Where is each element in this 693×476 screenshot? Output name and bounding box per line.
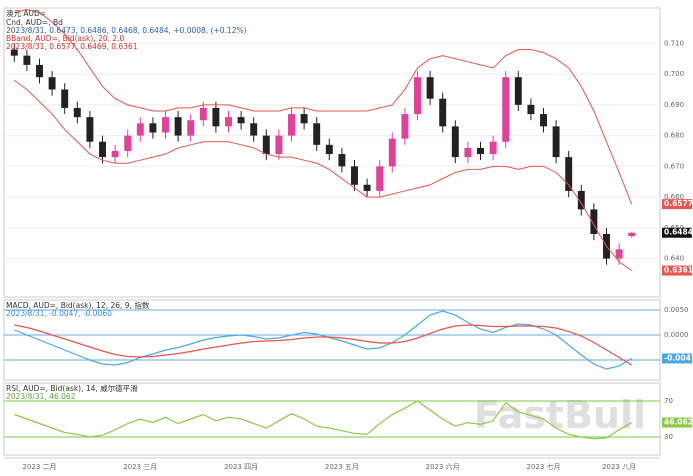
y-tick-label: 30 (664, 433, 673, 441)
candle-body (10, 49, 18, 56)
candle-body (36, 64, 43, 78)
legend-text: MACD, AUD=, Bid(ask), 12, 26, 9, 指数 (6, 300, 150, 310)
candle-body (288, 114, 295, 136)
x-tick-label: 2023 八月 (602, 463, 636, 471)
chart-title: 澳元 AUD= (6, 8, 46, 18)
y-tick-label: 0.660 (664, 193, 684, 201)
candle-body (414, 77, 421, 115)
candle-body (124, 135, 132, 151)
rsi-panel (3, 382, 661, 456)
x-tick-label: 2023 七月 (526, 462, 560, 471)
price-box-label: 46.062 (664, 418, 693, 427)
candle-body (502, 77, 510, 142)
legend-text: Cnd, AUD=, Bd (6, 18, 63, 27)
candle-body (174, 117, 182, 136)
price-box (662, 417, 692, 428)
candle-body (99, 141, 106, 158)
candle-body (136, 123, 144, 136)
candle-body (388, 138, 396, 167)
price-panel (3, 7, 661, 298)
candle-body (86, 117, 94, 142)
bollinger-band (14, 79, 632, 271)
candle-body (313, 123, 321, 145)
candle-body (376, 166, 384, 191)
price-box (662, 353, 692, 364)
candle-body (477, 147, 484, 155)
indicator-line (14, 310, 633, 370)
price-box (662, 265, 692, 276)
candle-body (439, 98, 447, 127)
candle-body (237, 117, 245, 124)
indicator-line (14, 324, 633, 366)
price-box-label: 0.6577 (664, 199, 693, 208)
x-tick-label: 2023 六月 (426, 462, 460, 471)
candle-body (48, 77, 56, 90)
candle-body (351, 166, 358, 185)
legend-text: RSI, AUD=, Bid(ask), 14, 威尔德平滑 (6, 383, 138, 393)
candle-body (451, 126, 459, 158)
candle-body (73, 107, 81, 118)
candle-body (565, 157, 573, 191)
y-tick-label: 70 (664, 397, 673, 405)
candle-body (300, 114, 308, 124)
legend-text: BBand, AUD=, Bid(ask), 20, 2.0 (6, 34, 125, 43)
candle-body (162, 117, 169, 133)
candle-body (199, 107, 207, 121)
candle-body (615, 249, 623, 259)
candle-body (325, 144, 333, 155)
x-tick-label: 2023 三月 (123, 463, 157, 471)
y-tick-label: 0.0000 (664, 331, 689, 339)
x-tick-label: 2023 二月 (22, 463, 56, 471)
y-tick-label: 0.710 (664, 39, 684, 47)
candle-body (363, 184, 371, 191)
y-tick-label: 0.670 (664, 162, 684, 170)
macd-panel (3, 299, 661, 381)
price-box-label: 0.6484 (664, 228, 693, 237)
y-tick-label: 0.640 (664, 255, 684, 263)
y-tick-label: 0.690 (664, 101, 684, 109)
candle-body (338, 154, 346, 167)
y-tick-label: 0.700 (664, 70, 684, 78)
indicator-line (14, 400, 632, 440)
legend-text: 2023/8/31, 0.6473, 0.6486, 0.6468, 0.648… (6, 26, 247, 35)
y-tick-label: 0.0050 (664, 306, 689, 314)
x-tick-label: 2023 五月 (325, 463, 359, 471)
legend-text: 2023/8/31, 0.6577, 0.6469, 0.6361 (6, 42, 138, 51)
legend-text: 2023/8/31, -0.0047, -0.0060 (6, 309, 112, 318)
price-box (662, 199, 692, 210)
candle-body (628, 232, 636, 237)
price-box (662, 227, 692, 238)
y-tick-label: 0.680 (664, 132, 684, 140)
candle-body (489, 141, 497, 155)
candle-body (527, 104, 535, 115)
candle-body (552, 126, 560, 158)
candle-body (464, 147, 472, 158)
candle-body (540, 114, 547, 127)
candle-body (187, 120, 195, 136)
candle-body (250, 123, 258, 136)
candle-body (590, 209, 598, 234)
candle-body (275, 135, 283, 155)
price-box-label: 0.6361 (664, 266, 693, 275)
candle-body (23, 55, 31, 65)
candle-body (577, 190, 585, 210)
candle-body (262, 135, 270, 155)
candle-body (111, 150, 119, 158)
candle-body (212, 107, 220, 127)
candle-body (426, 77, 434, 99)
x-tick-label: 2023 四月 (224, 463, 258, 471)
bollinger-band (14, 9, 633, 205)
candle-body (149, 123, 157, 133)
price-box-label: -0.0047 (664, 354, 693, 363)
candle-body (401, 114, 409, 139)
legend-text: 2023/8/31, 46.062 (6, 392, 76, 401)
candle-body (514, 77, 522, 105)
candle-body (225, 117, 232, 127)
candle-body (61, 89, 69, 108)
